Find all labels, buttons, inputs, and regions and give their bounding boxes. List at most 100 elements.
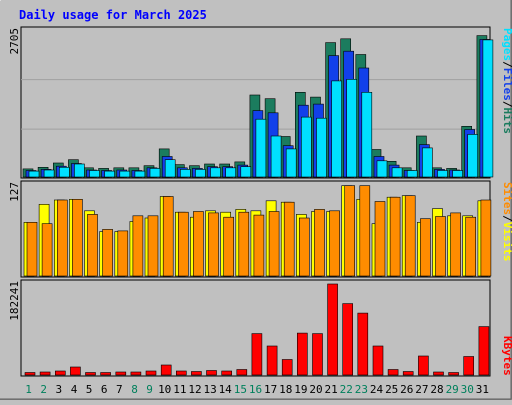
x-label-day-25: 25 — [385, 383, 398, 396]
x-label-day-20: 20 — [309, 383, 322, 396]
bar-kbytes-day-12 — [191, 371, 202, 376]
bar-pages-day-3 — [58, 167, 70, 178]
bar-pages-day-8 — [134, 170, 146, 178]
x-label-day-15: 15 — [234, 383, 247, 396]
legend-separator: / — [501, 101, 512, 108]
x-label-day-14: 14 — [219, 383, 233, 396]
bar-kbytes-day-19 — [296, 332, 308, 376]
legend-pages: Pages — [501, 28, 512, 61]
ymax-label-kbytes: 182241 — [8, 281, 21, 321]
svg-text:Sites/Visits: Sites/Visits — [501, 182, 512, 262]
bar-pages-day-17 — [270, 135, 282, 178]
bar-pages-day-6 — [104, 170, 115, 178]
bar-kbytes-day-18 — [281, 359, 293, 376]
legend-separator: / — [501, 215, 512, 222]
bar-sites-day-19 — [298, 217, 310, 277]
bar-pages-day-24 — [376, 160, 388, 178]
bar-kbytes-day-8 — [130, 371, 142, 376]
x-label-day-24: 24 — [370, 383, 384, 396]
bar-kbytes-day-28 — [433, 371, 444, 376]
x-label-day-18: 18 — [279, 383, 292, 396]
bar-pages-day-12 — [195, 169, 206, 178]
bar-pages-day-19 — [300, 116, 312, 178]
bar-sites-day-9 — [147, 215, 159, 277]
x-label-day-22: 22 — [340, 383, 353, 396]
legend-hits: Hits — [501, 108, 512, 135]
bar-sites-day-4 — [72, 199, 83, 277]
bar-sites-day-22 — [344, 185, 356, 277]
x-label-day-28: 28 — [430, 383, 443, 396]
bar-sites-day-15 — [238, 211, 250, 277]
bar-sites-day-7 — [117, 230, 129, 277]
x-label-day-3: 3 — [55, 383, 62, 396]
x-label-day-31: 31 — [476, 383, 489, 396]
bar-pages-day-5 — [89, 170, 100, 178]
bar-kbytes-day-25 — [387, 369, 399, 376]
bar-pages-day-9 — [149, 168, 161, 178]
bar-pages-day-22 — [346, 79, 358, 178]
bar-kbytes-day-20 — [312, 333, 323, 376]
x-label-day-23: 23 — [355, 383, 368, 396]
bar-kbytes-day-23 — [357, 312, 369, 376]
bar-pages-day-20 — [316, 117, 327, 178]
x-label-day-26: 26 — [400, 383, 413, 396]
bar-pages-day-31 — [482, 39, 494, 178]
x-label-day-10: 10 — [158, 383, 171, 396]
legend-visits: Visits — [501, 222, 512, 262]
legend-sites: Sites — [501, 182, 512, 215]
bar-kbytes-day-16 — [251, 333, 263, 376]
bar-sites-day-11 — [178, 211, 189, 277]
bar-pages-day-16 — [255, 118, 267, 178]
bar-sites-day-8 — [132, 215, 144, 277]
panel-kbytes: 182241 KBytes — [8, 279, 512, 377]
x-label-day-19: 19 — [294, 383, 307, 396]
bar-sites-day-3 — [56, 199, 68, 277]
bar-sites-day-13 — [208, 212, 219, 277]
bar-kbytes-day-3 — [54, 370, 66, 376]
bar-kbytes-day-26 — [402, 371, 414, 376]
bar-pages-day-2 — [43, 169, 55, 178]
bar-kbytes-day-15 — [236, 369, 248, 376]
x-label-day-2: 2 — [40, 383, 47, 396]
bar-kbytes-day-7 — [115, 371, 127, 376]
bar-kbytes-day-22 — [342, 303, 354, 376]
bar-sites-day-6 — [102, 229, 113, 277]
bar-sites-day-26 — [404, 195, 416, 277]
bar-pages-day-4 — [74, 163, 85, 178]
x-label-day-5: 5 — [86, 383, 93, 396]
x-label-day-6: 6 — [101, 383, 108, 396]
bar-pages-day-15 — [240, 166, 252, 178]
bar-pages-day-14 — [225, 167, 236, 178]
x-label-day-8: 8 — [131, 383, 138, 396]
svg-text:KBytes: KBytes — [501, 336, 512, 376]
plot-area-kbytes — [20, 279, 491, 377]
bar-sites-day-17 — [268, 211, 280, 277]
bar-kbytes-day-29 — [448, 372, 459, 376]
bar-kbytes-day-30 — [463, 356, 475, 376]
bar-kbytes-day-2 — [39, 371, 51, 376]
bar-pages-day-26 — [406, 170, 418, 178]
bars-hits-files-pages — [21, 35, 494, 178]
bars-sites-visits — [23, 185, 492, 277]
x-label-day-9: 9 — [146, 383, 153, 396]
bar-kbytes-day-24 — [372, 345, 384, 376]
bar-pages-day-11 — [180, 169, 191, 178]
bar-pages-day-23 — [361, 92, 373, 178]
bar-kbytes-day-4 — [70, 366, 81, 376]
bar-kbytes-day-17 — [266, 345, 278, 376]
svg-text:Pages/Files/Hits: Pages/Files/Hits — [501, 28, 512, 134]
legend-hits-files-pages: Pages/Files/Hits — [501, 28, 512, 134]
bar-sites-day-5 — [87, 214, 98, 277]
bar-kbytes-day-21 — [327, 283, 338, 376]
bar-kbytes-day-1 — [24, 372, 36, 376]
bar-sites-day-27 — [420, 218, 431, 277]
legend-files: Files — [501, 68, 512, 101]
panel-hits-files-pages: 2705 Pages/Files/Hits — [8, 26, 512, 179]
bar-sites-day-28 — [435, 216, 446, 277]
bar-sites-day-1 — [26, 222, 38, 277]
bar-kbytes-day-10 — [160, 364, 172, 376]
x-label-day-21: 21 — [324, 383, 337, 396]
legend-sites-visits: Sites/Visits — [501, 182, 512, 262]
bar-sites-day-20 — [314, 209, 325, 277]
